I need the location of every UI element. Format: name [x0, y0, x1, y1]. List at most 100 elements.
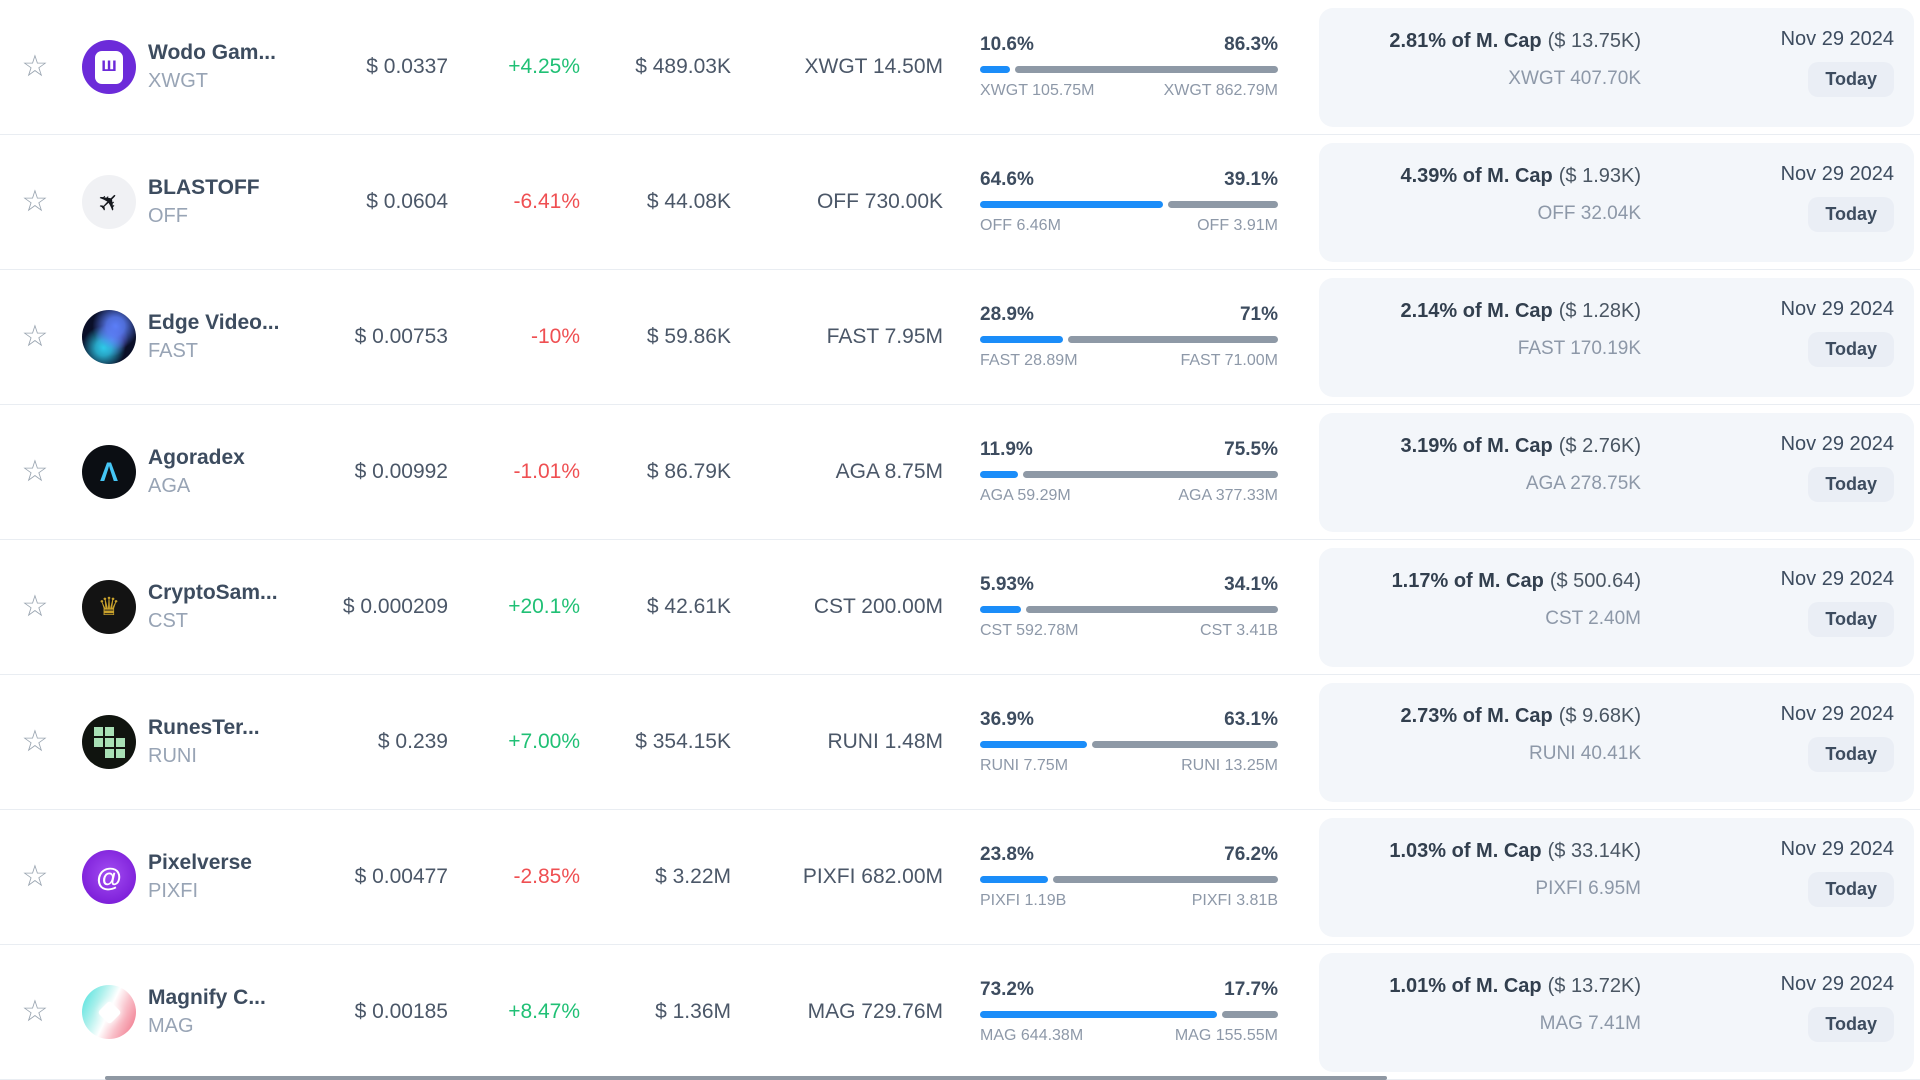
progress-left-label: OFF 6.46M — [980, 217, 1061, 234]
token-symbol: PIXFI — [148, 880, 199, 902]
mcap-usd-value: ($ 2.76K) — [1558, 434, 1641, 457]
mcap-usd-value: ($ 9.68K) — [1558, 704, 1641, 727]
progress-right-pct: 17.7% — [1224, 979, 1278, 1000]
mcap-percent-of-cap: 1.01% of M. Cap — [1389, 974, 1542, 997]
token-logo-icon — [82, 715, 136, 769]
token-row[interactable]: ☆ Pixelverse PIXFI $ 0.00477 -2.85% $ 3.… — [0, 810, 1920, 945]
token-identity: Wodo Gam... XWGT — [148, 41, 334, 93]
mcap-percent-of-cap: 2.73% of M. Cap — [1400, 704, 1553, 727]
token-symbol: XWGT — [148, 70, 208, 92]
horizontal-scrollbar-thumb[interactable] — [105, 1076, 1387, 1080]
progress-right-pct: 75.5% — [1224, 439, 1278, 460]
progress-right-label: XWGT 862.79M — [1163, 82, 1278, 99]
price-cell: $ 0.0337 — [366, 55, 448, 78]
supply-progress: 73.2% 17.7% MAG 644.38M MAG 155.55M — [980, 979, 1278, 1045]
progress-bar-remainder — [1052, 876, 1278, 883]
mcap-headline-line: 1.01% of M. Cap ($ 13.72K) — [1319, 975, 1641, 998]
volume-cell: $ 86.79K — [646, 460, 731, 483]
supply-progress: 36.9% 63.1% RUNI 7.75M RUNI 13.25M — [980, 709, 1278, 775]
token-name: Magnify C... — [148, 986, 266, 1009]
mcap-card: 1.03% of M. Cap ($ 33.14K) PIXFI 6.95M No… — [1319, 817, 1914, 937]
change-cell: -6.41% — [513, 190, 580, 213]
progress-bar-remainder — [1068, 336, 1278, 343]
token-row[interactable]: ☆ Edge Video... FAST $ 0.00753 -10% $ 59… — [0, 270, 1920, 405]
progress-bar-remainder — [1221, 1011, 1278, 1018]
progress-amounts: OFF 6.46M OFF 3.91M — [980, 217, 1278, 235]
favorite-star-icon[interactable]: ☆ — [21, 455, 49, 488]
progress-bar — [980, 606, 1278, 613]
progress-right-label: RUNI 13.25M — [1181, 757, 1278, 774]
progress-bar-remainder — [1022, 471, 1278, 478]
favorite-cell: ☆ — [0, 592, 62, 622]
favorite-star-icon[interactable]: ☆ — [21, 185, 49, 218]
token-symbol: MAG — [148, 1015, 194, 1037]
progress-left-pct: 10.6% — [980, 34, 1034, 55]
favorite-star-icon[interactable]: ☆ — [21, 50, 49, 83]
volume-cell: $ 44.08K — [646, 190, 731, 213]
supply-progress: 64.6% 39.1% OFF 6.46M OFF 3.91M — [980, 169, 1278, 235]
progress-bar-remainder — [1014, 66, 1278, 73]
mcap-block: 1.17% of M. Cap ($ 500.64) CST 2.40M — [1319, 570, 1641, 630]
favorite-star-icon[interactable]: ☆ — [21, 995, 49, 1028]
progress-bar-fill — [980, 201, 1163, 208]
token-amount-cell: OFF 730.00K — [816, 190, 943, 213]
mcap-block: 2.14% of M. Cap ($ 1.28K) FAST 170.19K — [1319, 300, 1641, 360]
token-name: RunesTer... — [148, 716, 260, 739]
change-cell: -1.01% — [513, 460, 580, 483]
token-row[interactable]: ☆ Magnify C... MAG $ 0.00185 +8.47% $ 1.… — [0, 945, 1920, 1080]
token-logo-icon — [82, 175, 136, 229]
mcap-token-amount: FAST 170.19K — [1517, 337, 1641, 359]
mcap-headline-line: 1.17% of M. Cap ($ 500.64) — [1319, 570, 1641, 593]
progress-right-label: PIXFI 3.81B — [1191, 892, 1278, 909]
token-row[interactable]: ☆ RunesTer... RUNI $ 0.239 +7.00% $ 354.… — [0, 675, 1920, 810]
token-amount-cell: XWGT 14.50M — [804, 55, 944, 78]
token-amount-cell: MAG 729.76M — [807, 1000, 943, 1023]
today-badge: Today — [1808, 466, 1894, 502]
date-label: Nov 29 2024 — [1780, 432, 1894, 455]
favorite-star-icon[interactable]: ☆ — [21, 725, 49, 758]
today-badge: Today — [1808, 736, 1894, 772]
token-identity: CryptoSam... CST — [148, 581, 334, 633]
token-row[interactable]: ☆ Wodo Gam... XWGT $ 0.0337 +4.25% $ 489… — [0, 0, 1920, 135]
mcap-usd-value: ($ 1.28K) — [1558, 299, 1641, 322]
change-cell: +20.1% — [508, 595, 580, 618]
token-amount-cell: CST 200.00M — [813, 595, 943, 618]
progress-left-pct: 23.8% — [980, 844, 1034, 865]
progress-amounts: PIXFI 1.19B PIXFI 3.81B — [980, 892, 1278, 910]
mcap-token-amount: RUNI 40.41K — [1529, 742, 1641, 764]
token-row[interactable]: ☆ CryptoSam... CST $ 0.000209 +20.1% $ 4… — [0, 540, 1920, 675]
favorite-star-icon[interactable]: ☆ — [21, 860, 49, 893]
logo-cell — [62, 175, 148, 229]
favorite-cell: ☆ — [0, 727, 62, 757]
progress-bar — [980, 336, 1278, 343]
logo-cell — [62, 445, 148, 499]
volume-cell: $ 1.36M — [655, 1000, 731, 1023]
favorite-star-icon[interactable]: ☆ — [21, 590, 49, 623]
progress-right-label: MAG 155.55M — [1174, 1027, 1278, 1044]
date-block: Nov 29 2024 Today — [1781, 298, 1894, 367]
progress-bar — [980, 66, 1278, 73]
mcap-block: 1.01% of M. Cap ($ 13.72K) MAG 7.41M — [1319, 975, 1641, 1035]
token-row[interactable]: ☆ BLASTOFF OFF $ 0.0604 -6.41% $ 44.08K … — [0, 135, 1920, 270]
favorite-star-icon[interactable]: ☆ — [21, 320, 49, 353]
volume-cell: $ 354.15K — [635, 730, 731, 753]
progress-percentages: 36.9% 63.1% — [980, 709, 1278, 731]
today-badge: Today — [1808, 196, 1894, 232]
token-row[interactable]: ☆ Agoradex AGA $ 0.00992 -1.01% $ 86.79K… — [0, 405, 1920, 540]
date-block: Nov 29 2024 Today — [1781, 838, 1894, 907]
price-cell: $ 0.0604 — [366, 190, 448, 213]
progress-amounts: XWGT 105.75M XWGT 862.79M — [980, 82, 1278, 100]
progress-left-label: XWGT 105.75M — [980, 82, 1095, 99]
progress-left-label: RUNI 7.75M — [980, 757, 1069, 774]
logo-cell — [62, 310, 148, 364]
progress-bar-remainder — [1026, 606, 1278, 613]
token-name: Pixelverse — [148, 851, 252, 874]
token-identity: BLASTOFF OFF — [148, 176, 334, 228]
favorite-cell: ☆ — [0, 52, 62, 82]
progress-bar-fill — [980, 471, 1018, 478]
price-cell: $ 0.239 — [377, 730, 448, 753]
token-identity: Edge Video... FAST — [148, 311, 334, 363]
change-cell: -2.85% — [513, 865, 580, 888]
token-identity: Pixelverse PIXFI — [148, 851, 334, 903]
